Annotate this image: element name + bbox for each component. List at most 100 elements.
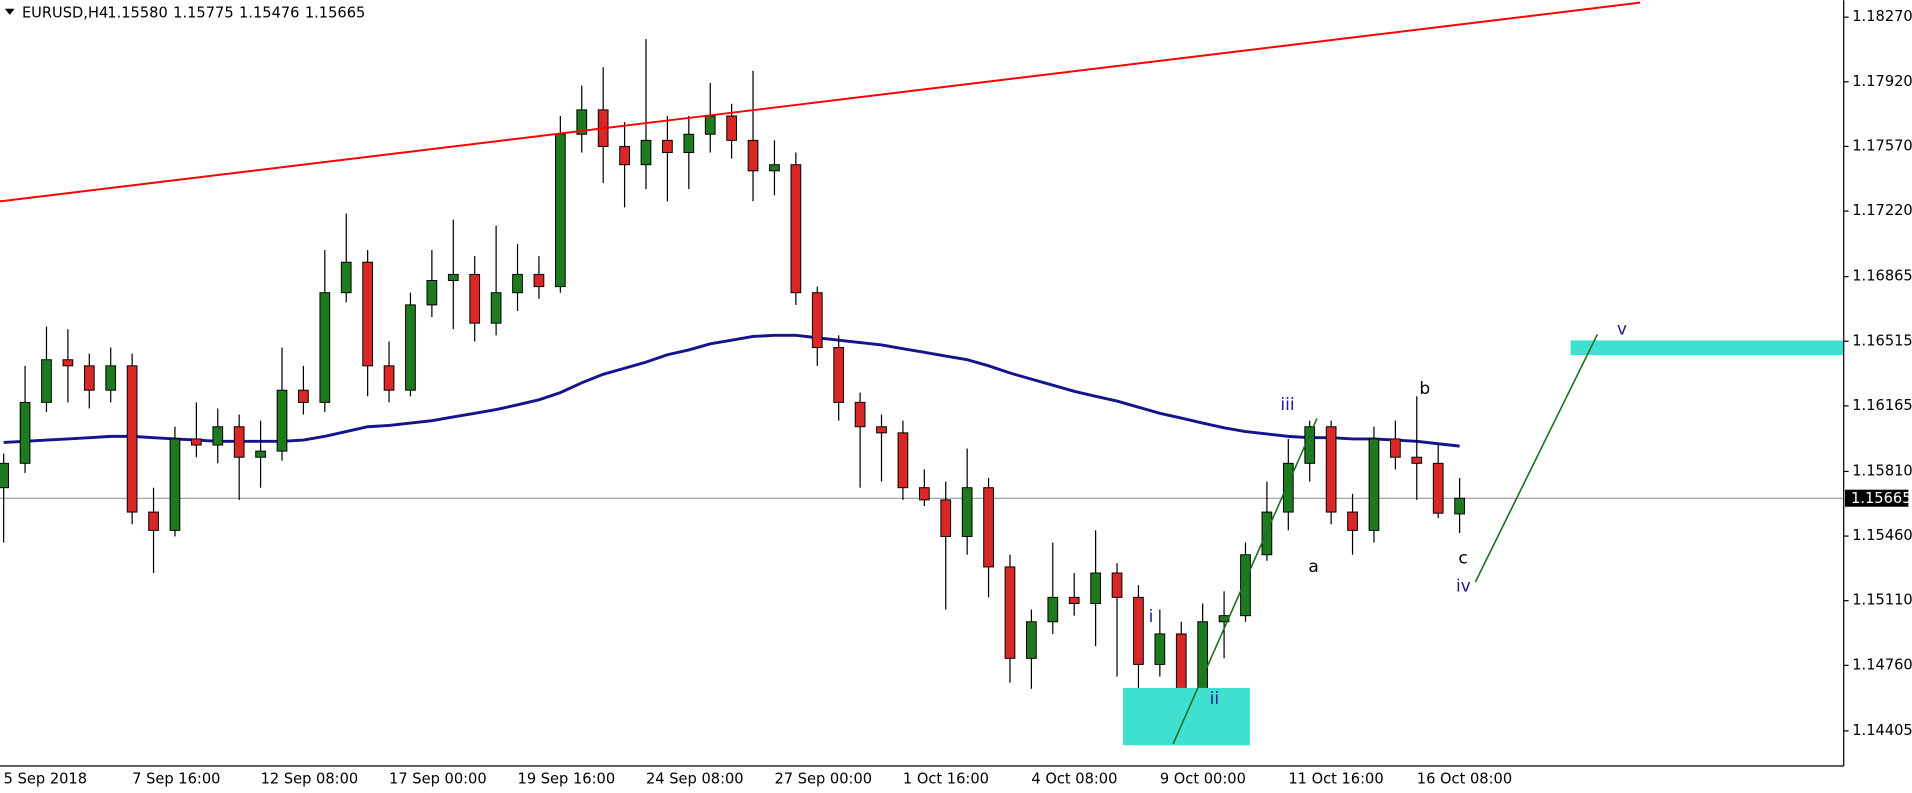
candle-body — [1090, 572, 1101, 604]
candle-body — [126, 365, 138, 513]
candle-body — [876, 426, 887, 434]
candle-body — [790, 164, 802, 294]
candle-body — [405, 304, 416, 391]
candle-body — [918, 487, 930, 501]
wave-label: v — [1617, 319, 1627, 339]
candle-body — [897, 432, 909, 489]
y-tick-label: 1.16865 — [1852, 268, 1912, 285]
y-tick-label: 1.17570 — [1852, 137, 1912, 154]
candle-body — [340, 261, 352, 294]
candle-body — [298, 389, 309, 403]
y-tick-label: 1.15460 — [1852, 527, 1912, 544]
wave-label: c — [1458, 549, 1467, 569]
candle-body — [1111, 572, 1123, 598]
candle-body — [190, 438, 202, 446]
candle-body — [319, 292, 331, 403]
candle-body — [19, 401, 31, 464]
candle-body — [148, 511, 159, 531]
wave-label: b — [1419, 379, 1430, 399]
ohlc-value: 1.15476 — [239, 5, 299, 22]
candle-body — [662, 139, 673, 154]
candle-body — [1325, 426, 1337, 513]
wave-label: a — [1308, 557, 1318, 577]
wave-line — [1172, 418, 1318, 745]
projection-line — [1474, 333, 1599, 583]
candle-body — [619, 145, 630, 166]
candle-body — [726, 115, 737, 141]
ohlc-value: 1.15775 — [173, 5, 233, 22]
candle-body — [1390, 438, 1401, 458]
candle-body — [811, 292, 823, 349]
candle-body — [747, 139, 759, 172]
last-price-label: 1.15665 — [1851, 490, 1911, 507]
candle-body — [0, 462, 10, 489]
candle-body — [490, 292, 502, 324]
candle-body — [854, 401, 866, 428]
moving-average — [3, 333, 1460, 448]
candle-body — [704, 115, 716, 135]
candle-body — [1026, 621, 1037, 659]
candle-body — [1068, 596, 1080, 604]
candle-body — [1454, 497, 1465, 515]
menu-arrow[interactable] — [4, 8, 15, 15]
y-tick-label: 1.16515 — [1852, 332, 1912, 349]
wave-label: iii — [1280, 395, 1294, 415]
candle-body — [1282, 462, 1294, 513]
candle-body — [1154, 633, 1166, 665]
candle-body — [233, 426, 245, 458]
x-tick-label: 27 Sep 00:00 — [774, 770, 872, 787]
x-tick-label: 7 Sep 16:00 — [132, 770, 220, 787]
candle-body — [62, 359, 74, 367]
ohlc-value: 1.15580 — [107, 5, 167, 22]
candle-body — [1432, 462, 1444, 514]
candle-body — [255, 450, 266, 458]
symbol-title: EURUSD,H4 — [22, 5, 108, 22]
y-tick-label: 1.18270 — [1852, 8, 1912, 25]
candle-body — [383, 365, 395, 391]
candle-body — [169, 438, 181, 531]
candle-body — [83, 365, 95, 391]
candle-body — [769, 164, 780, 172]
y-tick-label: 1.14405 — [1852, 722, 1912, 739]
candle-body — [426, 280, 438, 306]
plot-area — [0, 39, 1844, 744]
y-tick-label: 1.16165 — [1852, 397, 1912, 414]
candle-body — [983, 487, 994, 568]
candle-body — [212, 426, 224, 446]
ohlc-value: 1.15665 — [305, 5, 365, 22]
x-tick-label: 17 Sep 00:00 — [389, 770, 487, 787]
wave-label: iv — [1456, 577, 1471, 597]
y-tick-label: 1.17220 — [1852, 202, 1912, 219]
y-tick-label: 1.15110 — [1852, 592, 1912, 609]
candle-body — [469, 273, 481, 324]
wave-label: i — [1149, 607, 1154, 627]
candle-body — [833, 347, 845, 403]
x-tick-label: 11 Oct 16:00 — [1288, 770, 1383, 787]
candle-body — [576, 109, 588, 135]
candle-body — [533, 273, 545, 288]
candle-body — [940, 499, 952, 537]
candle-body — [362, 261, 374, 367]
last-price-box — [1844, 489, 1909, 507]
candle-body — [105, 365, 117, 391]
wave-label: ii — [1210, 689, 1219, 709]
x-tick-label: 1 Oct 16:00 — [903, 770, 989, 787]
trend-line — [0, 1, 1641, 203]
candle-body — [1133, 596, 1144, 665]
x-tick-label: 4 Oct 08:00 — [1031, 770, 1117, 787]
x-tick-label: 16 Oct 08:00 — [1417, 770, 1512, 787]
x-tick-label: 9 Oct 00:00 — [1160, 770, 1246, 787]
candle-body — [276, 389, 288, 452]
y-tick-label: 1.15810 — [1852, 462, 1912, 479]
candle-body — [1047, 596, 1059, 623]
candle-body — [512, 273, 523, 294]
candle-body — [1304, 426, 1316, 464]
x-tick-label: 24 Sep 08:00 — [646, 770, 744, 787]
candle-body — [447, 273, 459, 281]
candle-body — [1240, 554, 1251, 617]
candle-body — [961, 487, 973, 537]
x-tick-label: 12 Sep 08:00 — [261, 770, 359, 787]
